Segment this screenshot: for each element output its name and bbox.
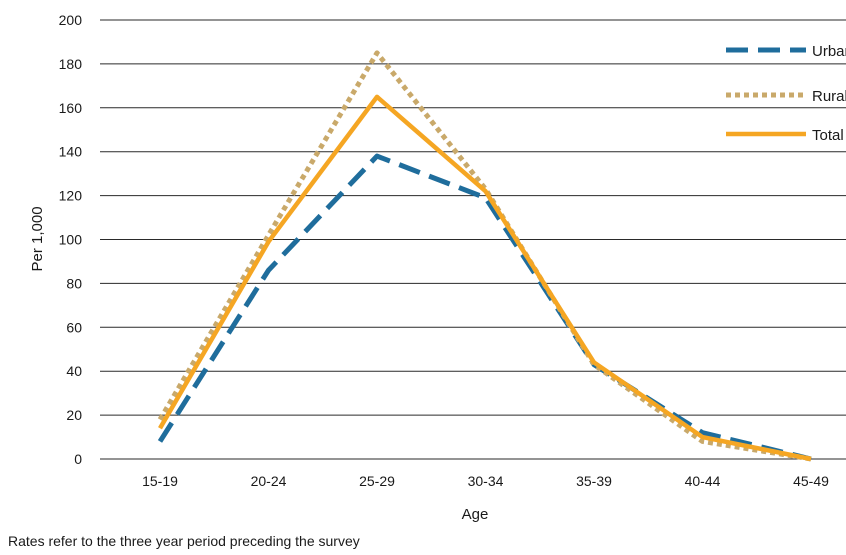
x-tick-label: 25-29 xyxy=(359,473,395,489)
x-tick-label: 20-24 xyxy=(251,473,287,489)
x-axis-ticks: 15-19 20-24 25-29 30-34 35-39 40-44 45-49 xyxy=(142,473,829,489)
y-tick-label: 20 xyxy=(66,407,82,423)
legend-label-total: Total xyxy=(812,127,844,144)
legend-label-rural: Rural xyxy=(812,88,846,105)
y-axis-title: Per 1,000 xyxy=(29,206,46,271)
x-tick-label: 35-39 xyxy=(576,473,612,489)
legend-label-urban: Urban xyxy=(812,43,846,60)
series-line-urban xyxy=(157,153,812,462)
x-axis-title: Age xyxy=(462,506,489,523)
y-tick-label: 0 xyxy=(74,451,82,467)
footnote: Rates refer to the three year period pre… xyxy=(8,533,360,549)
series-line-rural xyxy=(157,50,812,462)
y-tick-label: 120 xyxy=(59,188,83,204)
y-tick-label: 60 xyxy=(66,319,82,335)
legend: Urban Rural Total xyxy=(726,43,846,144)
y-tick-label: 40 xyxy=(66,363,82,379)
grid-lines xyxy=(100,19,846,460)
x-tick-label: 15-19 xyxy=(142,473,178,489)
y-tick-label: 160 xyxy=(59,100,83,116)
x-tick-label: 45-49 xyxy=(793,473,829,489)
y-tick-label: 200 xyxy=(59,12,83,28)
y-tick-label: 140 xyxy=(59,144,83,160)
series-lines xyxy=(157,50,812,462)
y-tick-label: 80 xyxy=(66,275,82,291)
y-axis-ticks: 0 20 40 60 80 100 120 140 160 180 200 xyxy=(59,12,83,467)
y-tick-label: 180 xyxy=(59,56,83,72)
y-tick-label: 100 xyxy=(59,232,83,248)
x-tick-label: 40-44 xyxy=(685,473,721,489)
series-line-total xyxy=(158,94,812,462)
x-tick-label: 30-34 xyxy=(468,473,504,489)
